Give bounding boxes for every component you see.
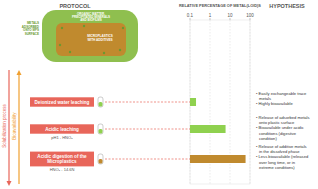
- hypothesis-text: extreme conditions): [259, 165, 295, 170]
- metal-particle: [103, 52, 105, 54]
- tick-label: 1: [209, 13, 212, 18]
- tick: [190, 18, 191, 20]
- hypothesis-text: condition): [259, 136, 277, 141]
- protocol-condition: HNO₃ - 14.6N: [50, 167, 75, 172]
- tick: [210, 18, 211, 20]
- vial-content: [99, 129, 103, 134]
- arrow: [8, 70, 9, 182]
- bar: [190, 155, 246, 163]
- organic-layer: [42, 10, 138, 62]
- protocol-box: [30, 124, 94, 133]
- header: PROTOCOL: [59, 3, 91, 9]
- arrow-label: Bioavailability: [12, 112, 17, 140]
- vial: [98, 154, 103, 164]
- metal-particle: [61, 27, 63, 29]
- particle-label: WITH ADDITIVES: [87, 38, 112, 42]
- protocol-label: Acidic digestion of theMicroplastics: [37, 154, 87, 164]
- figure: PROTOCOL RELATIVE PERCENTAGE OF METAL(LOI…: [0, 0, 318, 189]
- protocol-label: Deionized water leaching: [35, 100, 90, 105]
- metal-particle: [83, 25, 85, 27]
- tick: [230, 18, 231, 20]
- plot-frame: [190, 20, 250, 184]
- connector: [105, 159, 190, 160]
- protocol-label-line: Microplastics: [47, 159, 77, 164]
- vial-content: [99, 159, 103, 164]
- connector: [105, 102, 190, 103]
- protocol-box: [30, 152, 94, 167]
- protocol-label: Acidic leaching: [45, 127, 79, 132]
- arrowhead: [17, 70, 22, 75]
- metal-particle: [119, 49, 121, 51]
- arrow-label: Solubilization process: [2, 103, 7, 147]
- microplastic: [56, 23, 126, 56]
- metal-particle: [122, 27, 124, 29]
- bar: [190, 125, 226, 133]
- vial: [98, 97, 103, 107]
- protocol-box: [30, 97, 94, 106]
- connector: [105, 129, 190, 130]
- protocol-condition: pH1 - HNO₃: [51, 135, 73, 140]
- metal-particle: [69, 51, 71, 53]
- protocol-label-line: Acidic leaching: [45, 127, 79, 132]
- header: HYPOTHESIS: [269, 3, 305, 9]
- metal-particle: [59, 44, 61, 46]
- particle-label: SURFACE: [25, 32, 39, 36]
- tick-label: 0.1: [187, 13, 194, 18]
- protocol-label-line: Acidic digestion of the: [37, 154, 87, 159]
- arrow: [18, 74, 19, 184]
- protocol-label-line: Deionized water leaching: [35, 100, 90, 105]
- tick: [250, 18, 251, 20]
- bars: [190, 98, 246, 163]
- hypothesis-text: • Highly bioavailable: [256, 101, 293, 106]
- grid-line: [250, 20, 251, 184]
- vial-content: [99, 102, 103, 107]
- arrowhead: [7, 181, 12, 186]
- bar: [190, 98, 196, 106]
- header: RELATIVE PERCENTAGE OF METAL(LOID)S: [179, 3, 261, 8]
- tick-label: 100: [246, 13, 254, 18]
- tick-label: 10: [227, 13, 233, 18]
- vial: [98, 124, 103, 134]
- particle-label: AND BIOFILMS: [80, 18, 102, 22]
